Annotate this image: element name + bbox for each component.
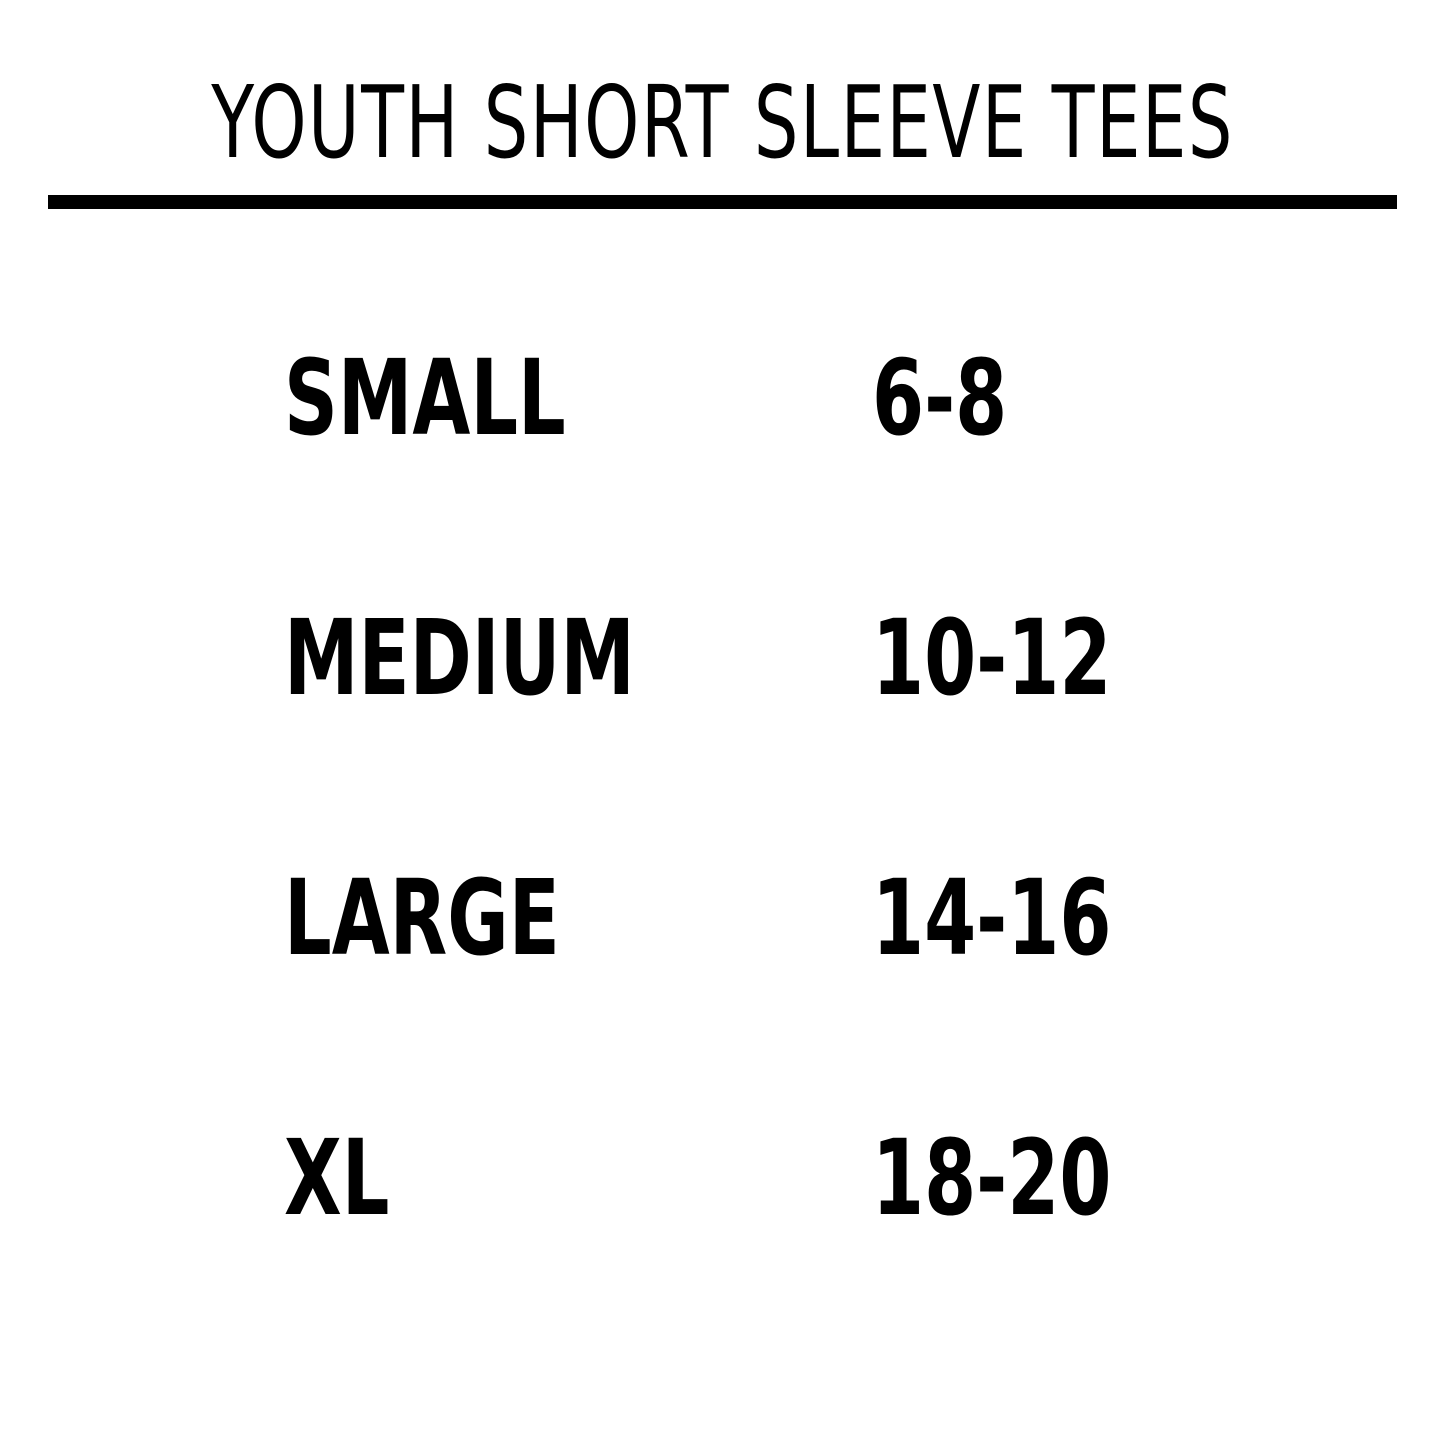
age-range: 6-8 bbox=[872, 337, 1008, 459]
age-range: 10-12 bbox=[872, 597, 1112, 719]
size-label: SMALL bbox=[284, 337, 566, 459]
size-label: MEDIUM bbox=[284, 597, 635, 719]
age-range: 18-20 bbox=[872, 1117, 1112, 1239]
size-label: XL bbox=[284, 1117, 390, 1239]
size-label: LARGE bbox=[284, 857, 560, 979]
title: YOUTH SHORT SLEEVE TEES bbox=[211, 64, 1234, 181]
age-range: 14-16 bbox=[872, 857, 1112, 979]
divider bbox=[48, 195, 1397, 209]
